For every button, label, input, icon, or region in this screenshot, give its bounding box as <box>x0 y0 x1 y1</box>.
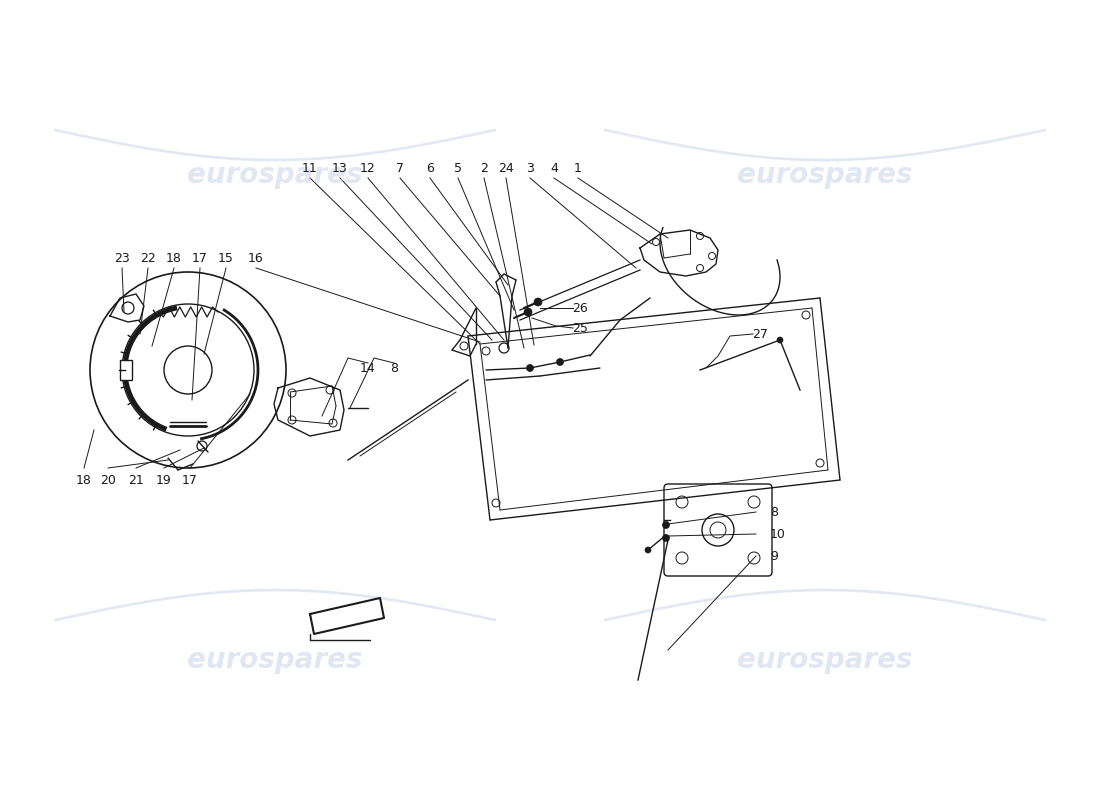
Text: 16: 16 <box>249 251 264 265</box>
Text: 8: 8 <box>770 506 778 518</box>
Circle shape <box>524 308 532 316</box>
Text: 12: 12 <box>360 162 376 174</box>
Text: 6: 6 <box>426 162 433 174</box>
Text: 19: 19 <box>156 474 172 486</box>
Text: 25: 25 <box>572 322 587 334</box>
Text: eurospares: eurospares <box>187 161 363 189</box>
Text: 20: 20 <box>100 474 116 486</box>
Circle shape <box>662 522 670 529</box>
Text: 5: 5 <box>454 162 462 174</box>
Text: 22: 22 <box>140 251 156 265</box>
Circle shape <box>645 547 651 553</box>
Text: 21: 21 <box>128 474 144 486</box>
Text: 17: 17 <box>192 251 208 265</box>
Text: 27: 27 <box>752 327 768 341</box>
Text: 8: 8 <box>390 362 398 374</box>
Circle shape <box>777 337 783 343</box>
Text: eurospares: eurospares <box>737 646 913 674</box>
Circle shape <box>534 298 542 306</box>
Text: 10: 10 <box>770 527 785 541</box>
Text: eurospares: eurospares <box>737 161 913 189</box>
Text: 3: 3 <box>526 162 534 174</box>
Text: 9: 9 <box>770 550 778 562</box>
Text: 11: 11 <box>302 162 318 174</box>
Text: 4: 4 <box>550 162 558 174</box>
Circle shape <box>557 358 563 366</box>
Circle shape <box>662 534 670 542</box>
Text: 14: 14 <box>360 362 376 374</box>
Text: 13: 13 <box>332 162 348 174</box>
Text: 24: 24 <box>498 162 514 174</box>
Text: eurospares: eurospares <box>187 646 363 674</box>
Bar <box>120 360 132 380</box>
Circle shape <box>527 365 534 371</box>
FancyBboxPatch shape <box>664 484 772 576</box>
Text: 26: 26 <box>572 302 587 314</box>
Text: 7: 7 <box>396 162 404 174</box>
Text: 23: 23 <box>114 251 130 265</box>
Text: 15: 15 <box>218 251 234 265</box>
Text: 1: 1 <box>574 162 582 174</box>
Text: 17: 17 <box>183 474 198 486</box>
Text: 18: 18 <box>76 474 92 486</box>
Text: 2: 2 <box>480 162 488 174</box>
Text: 18: 18 <box>166 251 182 265</box>
